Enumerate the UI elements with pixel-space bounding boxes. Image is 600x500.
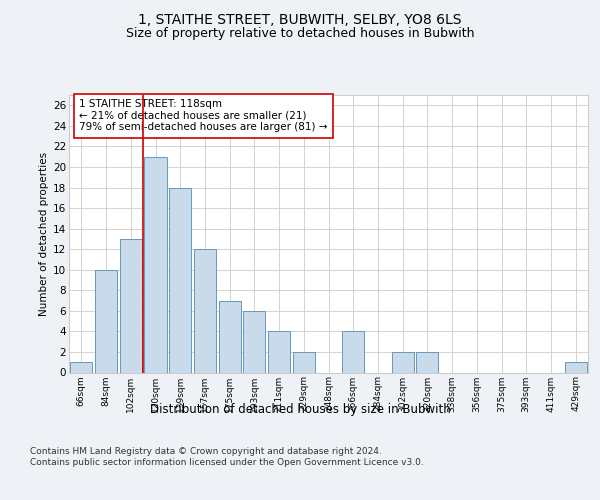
Bar (416, 352, 439, 372)
Y-axis label: Number of detached properties: Number of detached properties (39, 152, 49, 316)
Text: Distribution of detached houses by size in Bubwith: Distribution of detached houses by size … (149, 402, 451, 415)
Bar (392, 352, 414, 372)
Bar (268, 332, 290, 372)
Text: Size of property relative to detached houses in Bubwith: Size of property relative to detached ho… (126, 28, 474, 40)
Bar (565, 362, 587, 372)
Bar (342, 332, 364, 372)
Bar (95, 270, 117, 372)
Text: Contains HM Land Registry data © Crown copyright and database right 2024.
Contai: Contains HM Land Registry data © Crown c… (30, 448, 424, 467)
Bar (194, 249, 216, 372)
Bar (119, 239, 142, 372)
Text: 1 STAITHE STREET: 118sqm
← 21% of detached houses are smaller (21)
79% of semi-d: 1 STAITHE STREET: 118sqm ← 21% of detach… (79, 99, 328, 132)
Bar (145, 156, 167, 372)
Bar (293, 352, 315, 372)
Bar (218, 300, 241, 372)
Bar (70, 362, 92, 372)
Bar (169, 188, 191, 372)
Bar (243, 311, 265, 372)
Text: 1, STAITHE STREET, BUBWITH, SELBY, YO8 6LS: 1, STAITHE STREET, BUBWITH, SELBY, YO8 6… (138, 12, 462, 26)
